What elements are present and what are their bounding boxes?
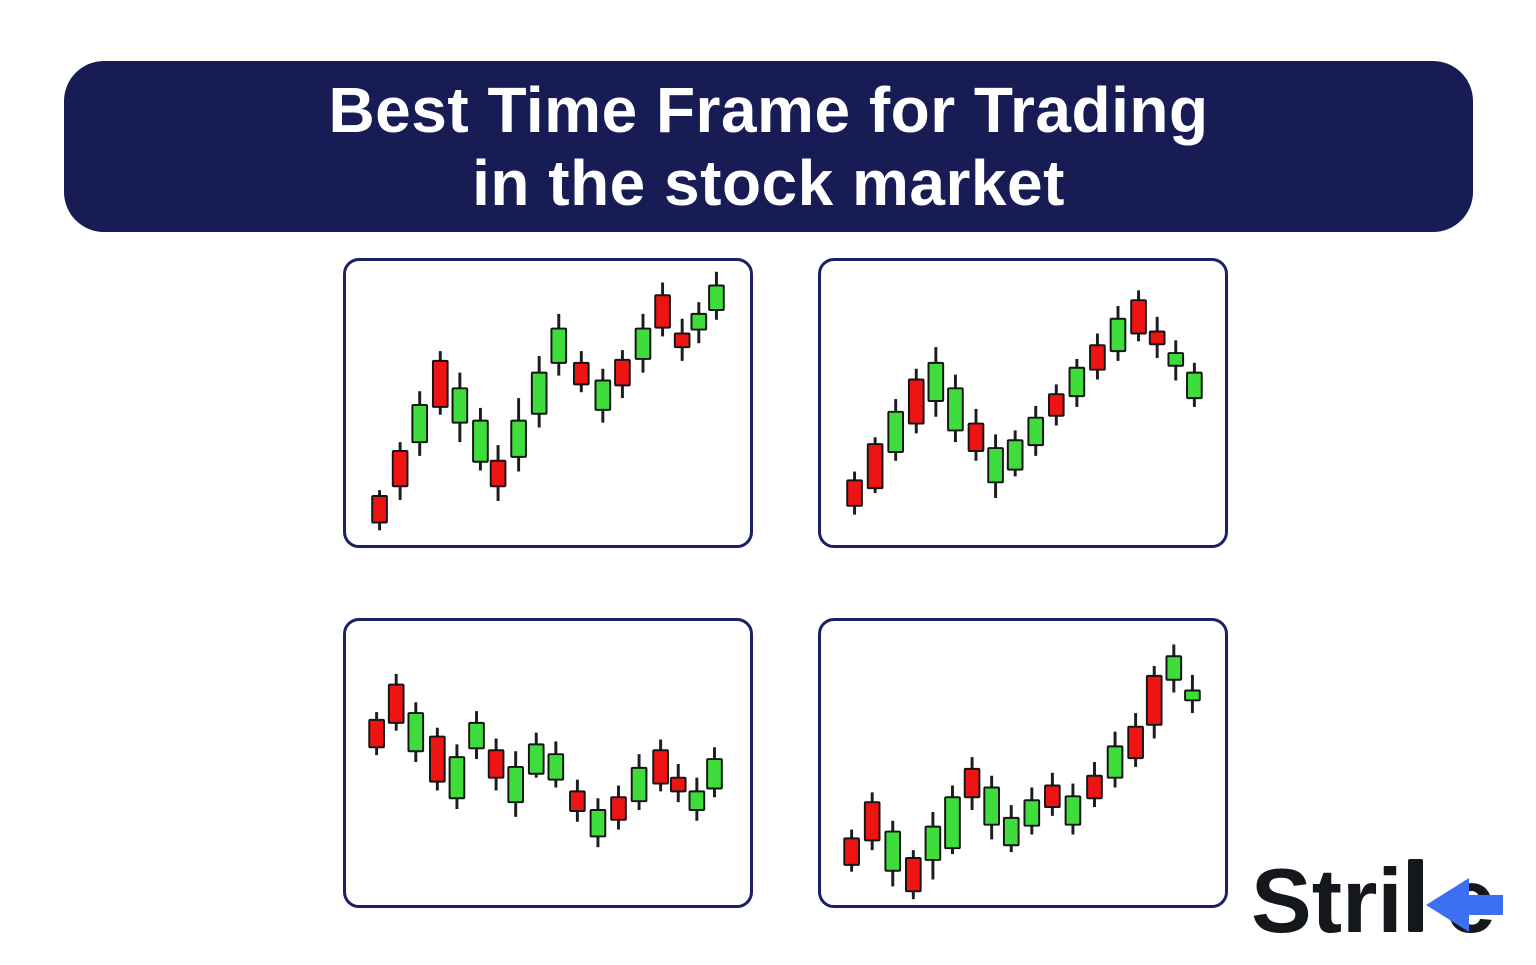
candle-bearish: [391, 442, 409, 500]
candle-bearish: [1127, 713, 1144, 767]
candlestick-chart-top-left-canvas: [371, 271, 725, 531]
candle-bearish: [487, 738, 505, 791]
candle-bearish: [614, 350, 631, 399]
candle-bullish: [887, 399, 905, 461]
candle-bullish: [708, 271, 725, 320]
candle-bearish: [843, 829, 860, 872]
candle-bullish: [927, 347, 945, 417]
candle-bullish: [510, 398, 527, 472]
candle-bearish: [863, 792, 881, 851]
candle-bullish: [884, 820, 902, 887]
candle-bullish: [1106, 731, 1124, 788]
candle-bullish: [1006, 430, 1024, 477]
candlestick-chart-top-right-canvas: [846, 290, 1203, 515]
candle-bullish: [1109, 306, 1127, 361]
candle-bearish: [654, 282, 671, 337]
strike-logo-arrow-icon: [1426, 878, 1503, 932]
candle-bullish: [1027, 405, 1045, 456]
candle-bearish: [907, 368, 925, 434]
candle-bearish: [610, 785, 627, 830]
candle-bullish: [1023, 787, 1041, 835]
page-title: Best Time Frame for Trading in the stock…: [328, 74, 1208, 220]
candle-bearish: [1047, 384, 1065, 426]
candle-bearish: [1130, 290, 1147, 342]
candle-bearish: [904, 850, 922, 900]
candle-bearish: [846, 471, 863, 515]
candle-bearish: [1089, 333, 1106, 380]
candle-bearish: [669, 763, 687, 803]
candle-bullish: [983, 775, 1000, 840]
candle-bullish: [1165, 644, 1183, 693]
candle-bearish: [569, 779, 586, 822]
candle-bearish: [431, 351, 449, 415]
candle-bullish: [468, 711, 485, 760]
candle-bearish: [489, 445, 507, 501]
candle-bearish: [368, 712, 385, 756]
candle-bullish: [630, 754, 648, 811]
candle-bearish: [1044, 772, 1061, 816]
candle-bullish: [407, 702, 425, 763]
candlestick-chart-bottom-right: [818, 618, 1228, 908]
candle-bearish: [1148, 316, 1166, 358]
candle-bullish: [924, 811, 942, 880]
candle-bearish: [673, 318, 691, 361]
candle-bullish: [451, 372, 469, 443]
page-title-line-2: in the stock market: [472, 146, 1065, 219]
candle-bearish: [429, 727, 446, 791]
strike-logo-text-stri: Stri: [1253, 853, 1403, 952]
candle-bearish: [572, 351, 590, 393]
candlestick-chart-top-left: [343, 258, 753, 548]
candle-bearish: [1145, 666, 1163, 739]
candle-bullish: [1064, 783, 1082, 835]
candle-bearish: [963, 757, 981, 811]
candle-bullish: [411, 391, 429, 456]
candle-bullish: [987, 434, 1004, 498]
candle-bullish: [594, 368, 612, 423]
candle-bearish: [371, 490, 388, 531]
candle-bullish: [1068, 358, 1086, 407]
candle-bullish: [1002, 805, 1020, 853]
candle-bullish: [634, 313, 652, 373]
candle-bullish: [589, 798, 607, 848]
candle-bearish: [967, 408, 985, 461]
candlestick-chart-bottom-right-canvas: [843, 644, 1201, 900]
candle-bullish: [547, 741, 565, 788]
candlestick-chart-top-right: [818, 258, 1228, 548]
candle-bullish: [947, 374, 964, 443]
candle-bullish: [1184, 674, 1201, 714]
candle-bullish: [448, 744, 466, 810]
candle-bullish: [1167, 340, 1185, 381]
candle-bullish: [1186, 362, 1203, 407]
strike-logo-k-stem: [1408, 859, 1423, 932]
page-title-line-1: Best Time Frame for Trading: [328, 73, 1209, 146]
candle-bullish: [507, 751, 525, 817]
candle-bullish: [472, 407, 489, 471]
candle-bullish: [550, 313, 568, 376]
candle-bullish: [688, 777, 706, 821]
candlestick-chart-bottom-left: [343, 618, 753, 908]
candle-bearish: [1086, 762, 1103, 808]
title-banner: Best Time Frame for Trading in the stock…: [64, 61, 1473, 232]
candle-bearish: [387, 673, 405, 731]
candle-bullish: [706, 747, 723, 798]
candle-bearish: [866, 437, 884, 494]
candle-bullish: [690, 302, 708, 344]
candlestick-chart-bottom-left-canvas: [368, 673, 723, 848]
strike-logo: Stri e: [1253, 853, 1509, 957]
candle-bullish: [527, 732, 545, 778]
candle-bearish: [652, 739, 669, 792]
candle-bullish: [530, 355, 548, 428]
candle-bullish: [944, 785, 961, 855]
